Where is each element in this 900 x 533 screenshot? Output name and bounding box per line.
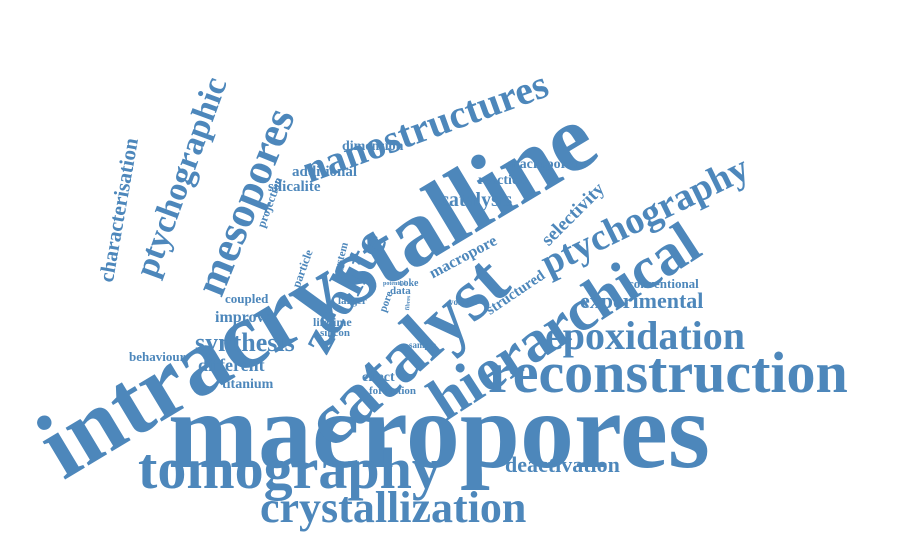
word-formation: formation bbox=[369, 385, 417, 397]
word-catalysis: catalysis bbox=[440, 189, 513, 211]
word-reconstruction: reconstruction bbox=[488, 340, 848, 405]
word-larger: larger bbox=[338, 295, 367, 307]
word-silicalite: silicalite bbox=[268, 179, 321, 195]
word-sample: sample bbox=[409, 340, 436, 350]
word-macroporous: macroporous bbox=[508, 157, 587, 172]
word-additional: additional bbox=[292, 164, 358, 180]
word-experimental: experimental bbox=[580, 288, 704, 313]
word-titanium: titanium bbox=[222, 377, 274, 392]
word-potential: potential bbox=[383, 281, 406, 287]
word-crystallization: crystallization bbox=[260, 483, 527, 532]
word-conventional: conventional bbox=[628, 276, 699, 291]
word-dimension: dimension bbox=[342, 139, 404, 154]
word-different: different bbox=[198, 355, 265, 375]
word-coupled: coupled bbox=[225, 291, 269, 306]
word-silicon: silicon bbox=[320, 327, 350, 339]
word-macropores: macropores bbox=[168, 372, 710, 491]
word-improve: improve bbox=[215, 309, 272, 326]
word-behaviour: behaviour bbox=[129, 349, 186, 364]
word-deactivation: deactivation bbox=[505, 452, 620, 477]
word-fibres: fibres bbox=[405, 295, 413, 311]
word-synthesis: synthesis bbox=[195, 328, 295, 357]
word-tomography: tomography bbox=[138, 436, 441, 501]
word-reaction: reaction bbox=[478, 173, 527, 188]
word-volume: volume bbox=[449, 297, 477, 307]
word-epoxidation: epoxidation bbox=[545, 313, 746, 358]
word-lifetime: lifetime bbox=[313, 315, 352, 329]
word-effect: effect bbox=[362, 370, 395, 385]
word-data: data bbox=[390, 285, 411, 297]
word-coke: coke bbox=[399, 278, 419, 289]
